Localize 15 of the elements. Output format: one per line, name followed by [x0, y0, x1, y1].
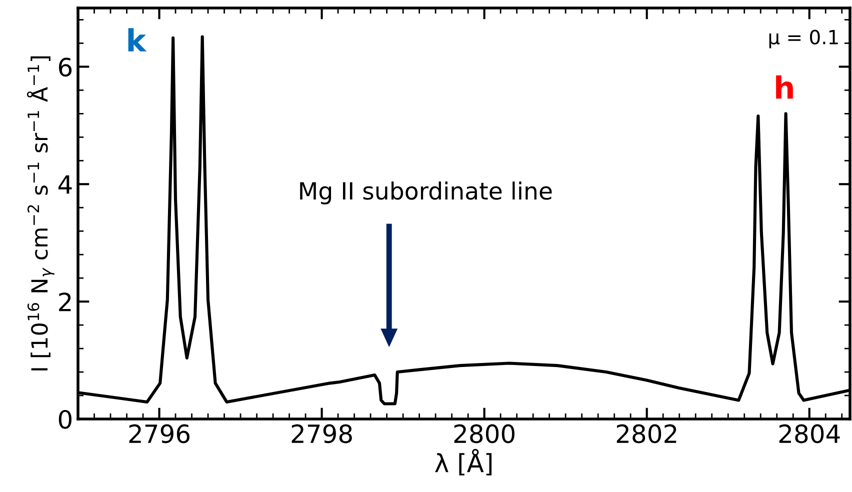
annotation: Mg II subordinate line [300, 182, 552, 204]
x-tick-label: 2804 [779, 424, 840, 444]
annotation: μ = 0.1 [769, 30, 838, 48]
x-tick-label: 2798 [292, 424, 352, 444]
annotation: k [128, 28, 147, 52]
y-tick-label: 0 [58, 410, 72, 429]
y-tick-label: 6 [58, 58, 72, 77]
y-tick-label: 4 [58, 175, 72, 194]
y-tick-label: 2 [59, 292, 71, 312]
x-tick-label: 2800 [454, 424, 514, 444]
x-tick-label: 2796 [129, 424, 190, 444]
text: I [10$^{16}$ N$_{γ}$ cm$^{−2}$ s$^{−1}$ sr$^{−1}$ Å$^{−1}$] [26, 56, 54, 370]
x-tick-label: 2802 [616, 424, 676, 444]
x-axis-title: λ [Å] [435, 448, 492, 476]
annotation: h [776, 75, 793, 99]
